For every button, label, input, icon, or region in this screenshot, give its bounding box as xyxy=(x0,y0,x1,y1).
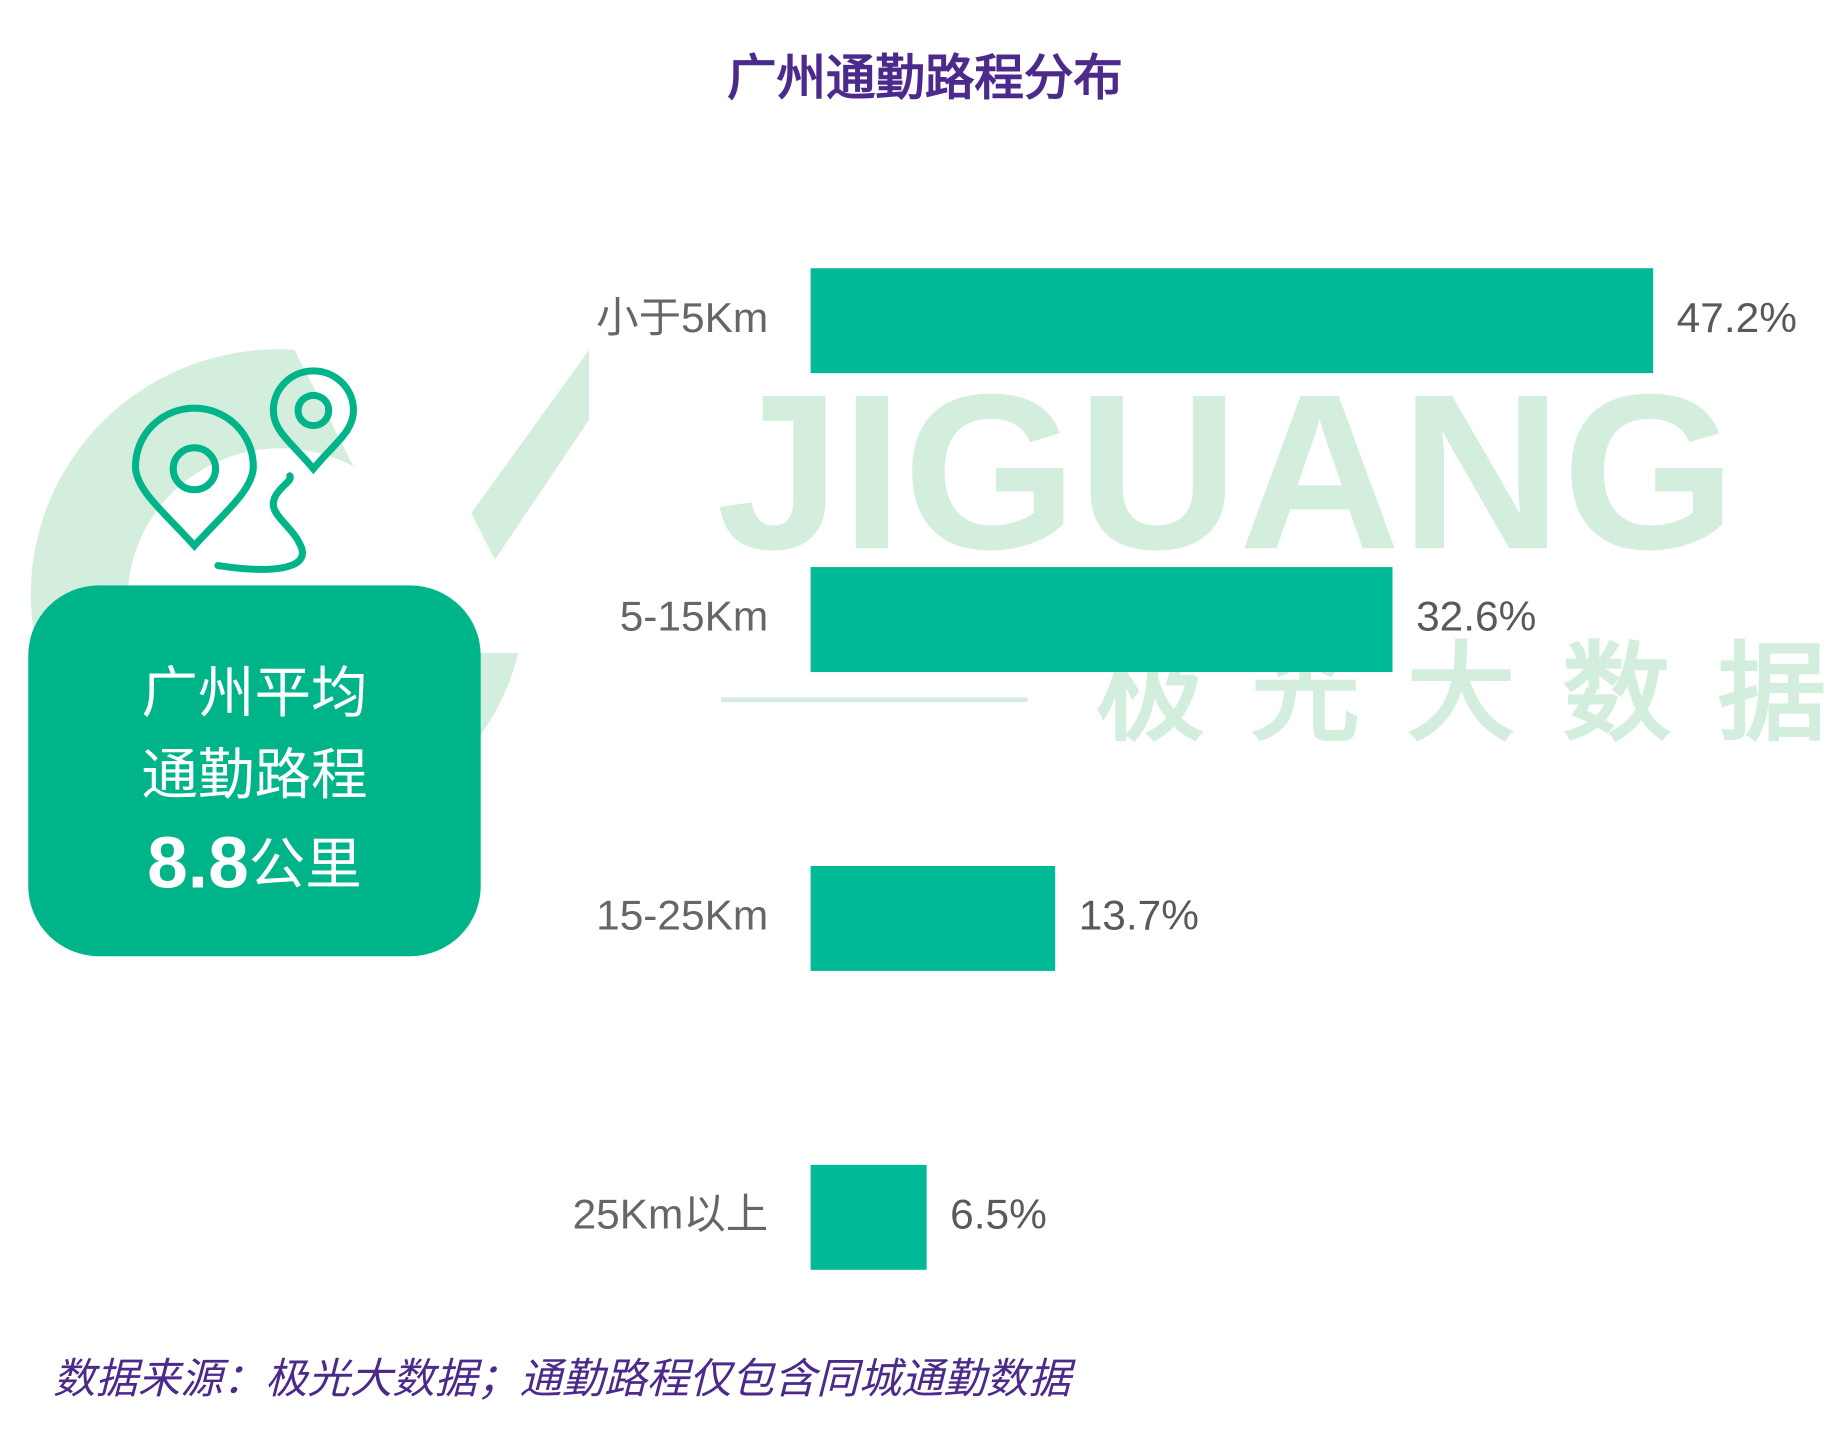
callout-value-line: 8.8公里 xyxy=(147,823,362,904)
watermark-stroke xyxy=(471,349,590,560)
value-label: 13.7% xyxy=(1079,892,1199,939)
callout-line: 广州平均 xyxy=(141,661,367,724)
category-label: 25Km以上 xyxy=(573,1191,769,1238)
callout-box xyxy=(28,585,481,957)
value-label: 6.5% xyxy=(950,1191,1047,1238)
pin-dot xyxy=(294,391,333,430)
callout-value: 8.8 xyxy=(147,823,249,904)
bar xyxy=(810,567,1393,673)
value-label: 47.2% xyxy=(1677,294,1797,341)
category-label: 小于5Km xyxy=(596,294,768,341)
source-note: 数据来源：极光大数据；通勤路程仅包含同城通勤数据 xyxy=(53,1355,1077,1402)
category-label: 5-15Km xyxy=(620,593,768,640)
bar xyxy=(810,1164,927,1270)
pin xyxy=(131,404,257,552)
value-label: 32.6% xyxy=(1416,593,1536,640)
chart-title: 广州通勤路程分布 xyxy=(727,51,1123,106)
pin-icon xyxy=(131,367,357,573)
route xyxy=(214,472,306,573)
callout-unit: 公里 xyxy=(249,833,362,896)
pin-dot xyxy=(169,444,220,494)
bar xyxy=(810,865,1056,971)
callout: 广州平均 通勤路程 8.8公里 xyxy=(141,661,367,903)
callout-line: 通勤路程 xyxy=(141,743,367,806)
watermark-logo: JIGUANG xyxy=(716,348,1736,596)
bar xyxy=(810,268,1654,374)
pin xyxy=(269,367,357,475)
category-label: 15-25Km xyxy=(596,892,768,939)
